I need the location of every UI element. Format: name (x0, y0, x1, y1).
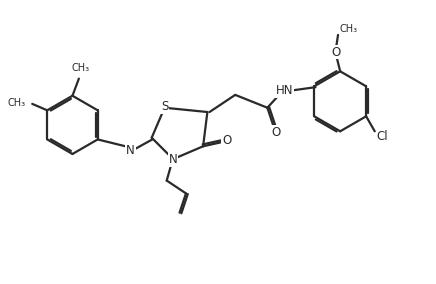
Text: N: N (169, 153, 177, 166)
Text: CH₃: CH₃ (339, 24, 358, 34)
Text: N: N (126, 144, 135, 157)
Text: CH₃: CH₃ (72, 63, 90, 74)
Text: S: S (161, 100, 168, 113)
Text: O: O (271, 126, 280, 139)
Text: O: O (222, 134, 231, 147)
Text: HN: HN (276, 84, 293, 97)
Text: CH₃: CH₃ (8, 98, 26, 108)
Text: O: O (331, 45, 341, 59)
Text: Cl: Cl (377, 130, 388, 143)
